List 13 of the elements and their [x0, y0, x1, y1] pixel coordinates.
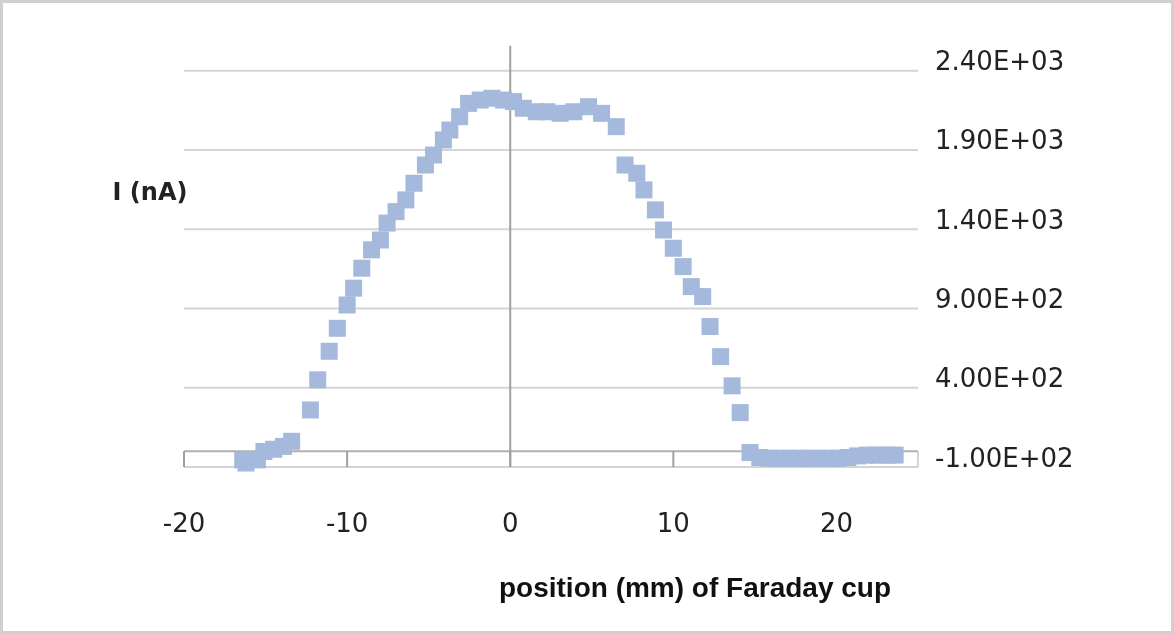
x-axis-title: position (mm) of Faraday cup — [498, 572, 892, 603]
y-tick-label: -1.00E+02 — [935, 442, 1074, 473]
y-tick-label: 1.40E+03 — [935, 204, 1065, 235]
y-tick-label: 9.00E+02 — [935, 283, 1065, 314]
x-tick-label: 20 — [819, 508, 853, 538]
y-tick-label: 1.90E+03 — [935, 125, 1065, 156]
x-tick-label: 10 — [656, 508, 690, 538]
y-axis-title: I (nA) — [112, 178, 188, 206]
x-tick-label: -10 — [325, 508, 369, 538]
y-tick-label: 2.40E+03 — [935, 46, 1065, 77]
x-tick-label: 0 — [501, 508, 519, 538]
y-tick-label: 4.00E+02 — [935, 363, 1065, 394]
x-tick-label: -20 — [162, 508, 206, 538]
